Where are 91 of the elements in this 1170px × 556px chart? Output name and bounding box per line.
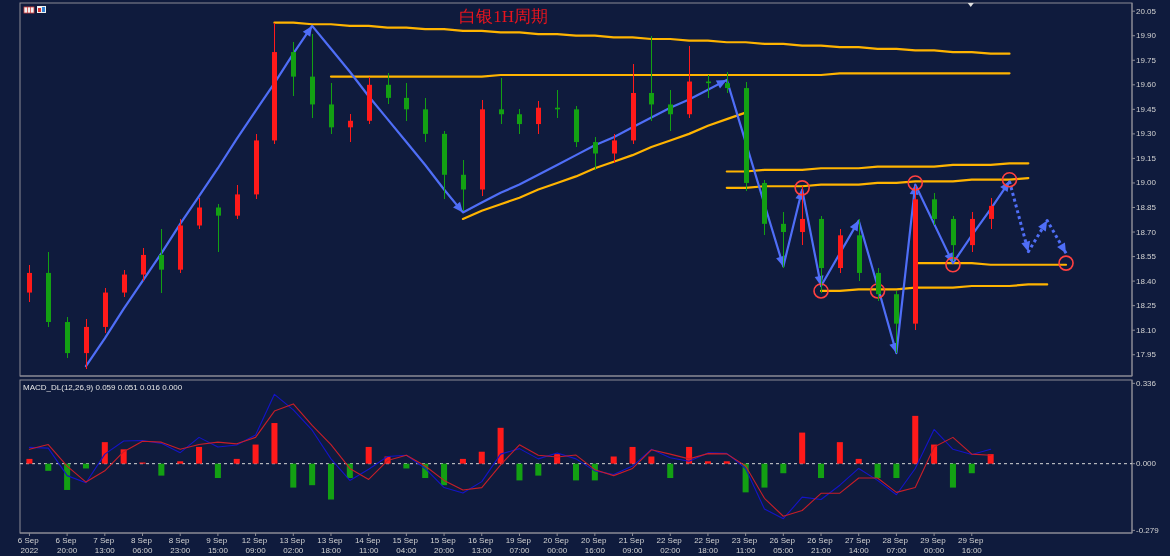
x-tick-label: 8 Sep 06:00 [130,536,155,555]
y-tick-label: 18.25 [1136,301,1157,311]
y-tick-label: 19.30 [1136,129,1157,139]
point [1058,255,1074,271]
bar [893,463,900,479]
y-tick-label: 19.45 [1136,104,1157,114]
bar [723,461,730,464]
y-tick-label: 19.60 [1136,80,1157,90]
y-tick-label: 19.90 [1136,31,1157,41]
bar [855,458,862,464]
x-tick-label: 29 Sep 00:00 [920,536,948,555]
bar [327,463,334,500]
x-tick-label: 15 Sep 04:00 [392,536,421,555]
x-tick-label: 13 Sep 18:00 [317,536,345,555]
x-tick-label: 22 Sep 02:00 [656,536,685,555]
x-tick-label: 23 Sep 11:00 [731,536,760,555]
bar [818,463,825,479]
bar [459,458,466,464]
x-tick-label: 15 Sep 20:00 [430,536,458,555]
x-tick-label: 27 Sep 14:00 [844,536,873,555]
bar [912,415,919,464]
bar [535,463,542,476]
bar [704,461,711,464]
x-tick-label: 9 Sep 15:00 [206,536,230,555]
bar [497,427,504,464]
chart-title: MACD_DL(12,26,9) 0.059 0.051 0.016 0.000 [23,383,183,392]
y-tick-label: 18.70 [1136,227,1157,237]
y-tick-label: 18.55 [1136,252,1157,262]
x-tick-label: 8 Sep 23:00 [168,536,192,555]
y-tick-label: 18.85 [1136,203,1157,212]
chart-title: 白银1H周期 [459,7,549,26]
point [813,283,829,299]
bar [610,456,617,464]
bar [214,463,221,479]
y-tick-label: -0.279 [1136,525,1160,535]
bar [177,461,184,464]
bar [158,463,165,476]
point [945,256,961,273]
x-tick-label: 28 Sep 07:00 [882,536,911,555]
y-tick-label: 19.75 [1136,55,1157,65]
bar [478,451,485,464]
y-tick-label: 0.336 [1136,378,1157,388]
bar [233,458,240,464]
bar [780,463,787,474]
bar [629,446,636,464]
x-tick-label: 6 Sep 20:00 [55,536,79,555]
bar [45,463,52,471]
x-tick-label: 20 Sep 00:00 [543,536,571,555]
point [907,175,924,191]
x-tick-label: 14 Sep 11:00 [354,536,383,555]
bar [365,446,372,464]
bar [271,423,278,464]
y-tick-label: 18.10 [1136,325,1157,335]
x-tick-label: 26 Sep 05:00 [769,536,798,555]
x-tick-label: 19 Sep 07:00 [505,536,534,555]
x-tick-label: 6 Sep 2022 [17,536,41,555]
bar [836,442,843,464]
bar [949,463,956,488]
x-tick-label: 13 Sep 02:00 [279,536,308,555]
point [869,283,886,299]
y-tick-label: 18.40 [1136,276,1157,286]
point [1001,171,1018,188]
x-tick-label: 20 Sep 16:00 [581,536,609,555]
x-tick-label: 16 Sep 13:00 [467,536,496,555]
x-tick-label: 22 Sep 18:00 [694,536,722,555]
bar [572,463,580,481]
x-tick-label: 12 Sep 09:00 [241,536,270,555]
bar [252,444,259,464]
bar [196,446,203,464]
bar [968,463,975,474]
y-tick-label: 17.95 [1136,350,1157,360]
x-tick-label: 21 Sep 09:00 [618,536,647,555]
bar [290,463,297,488]
bar [101,442,108,464]
y-tick-label: 20.05 [1136,6,1157,16]
y-tick-label: 19.00 [1136,178,1157,188]
bar [648,456,655,464]
bar [874,463,881,479]
y-tick-label: 0.000 [1136,459,1157,469]
bar [516,463,523,481]
x-tick-label: 29 Sep 16:00 [958,536,986,555]
point [794,180,810,196]
bar [799,432,806,464]
x-tick-label: 26 Sep 21:00 [807,536,835,555]
bar [309,463,316,486]
bar [26,458,33,464]
x-tick-label: 7 Sep 13:00 [93,536,117,555]
bar [987,454,994,464]
y-tick-label: 19.15 [1136,153,1157,163]
bar [761,463,768,488]
bar [667,463,674,479]
